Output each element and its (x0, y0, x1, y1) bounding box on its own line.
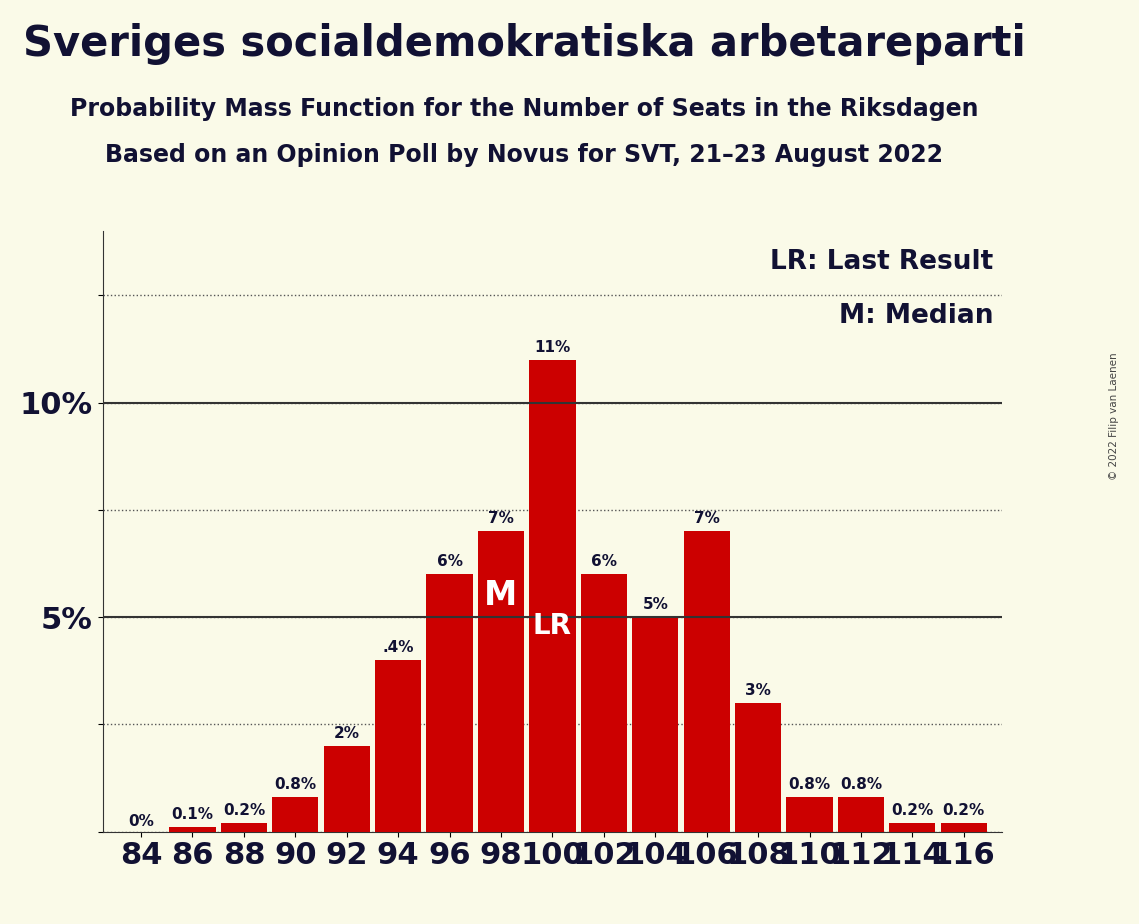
Text: 0%: 0% (128, 814, 154, 830)
Bar (838, 797, 884, 832)
Bar (632, 617, 679, 832)
Bar (221, 823, 267, 832)
Text: Based on an Opinion Poll by Novus for SVT, 21–23 August 2022: Based on an Opinion Poll by Novus for SV… (105, 143, 943, 167)
Bar (272, 797, 319, 832)
Text: 0.1%: 0.1% (172, 808, 213, 822)
Bar (735, 703, 781, 832)
Text: M: M (484, 579, 517, 613)
Text: 7%: 7% (694, 511, 720, 526)
Text: 6%: 6% (436, 554, 462, 569)
Text: 0.8%: 0.8% (274, 777, 317, 792)
Text: Probability Mass Function for the Number of Seats in the Riksdagen: Probability Mass Function for the Number… (69, 97, 978, 121)
Bar (478, 531, 524, 832)
Bar (941, 823, 986, 832)
Text: .4%: .4% (383, 639, 413, 655)
Bar (375, 660, 421, 832)
Text: 0.2%: 0.2% (943, 803, 985, 818)
Text: 11%: 11% (534, 339, 571, 355)
Text: 0.2%: 0.2% (223, 803, 265, 818)
Bar (786, 797, 833, 832)
Bar (581, 574, 626, 832)
Bar (426, 574, 473, 832)
Text: 0.8%: 0.8% (839, 777, 882, 792)
Text: 7%: 7% (487, 511, 514, 526)
Text: 5%: 5% (642, 597, 669, 612)
Text: M: Median: M: Median (838, 303, 993, 329)
Text: 2%: 2% (334, 725, 360, 741)
Bar (530, 359, 575, 832)
Text: 0.2%: 0.2% (891, 803, 934, 818)
Bar (890, 823, 935, 832)
Text: LR: Last Result: LR: Last Result (770, 249, 993, 275)
Bar (683, 531, 730, 832)
Text: 0.8%: 0.8% (788, 777, 830, 792)
Bar (170, 827, 215, 832)
Text: © 2022 Filip van Laenen: © 2022 Filip van Laenen (1109, 352, 1118, 480)
Text: 3%: 3% (745, 683, 771, 698)
Text: 6%: 6% (591, 554, 617, 569)
Bar (323, 746, 370, 832)
Text: LR: LR (533, 612, 572, 639)
Text: Sveriges socialdemokratiska arbetareparti: Sveriges socialdemokratiska arbetarepart… (23, 23, 1025, 65)
